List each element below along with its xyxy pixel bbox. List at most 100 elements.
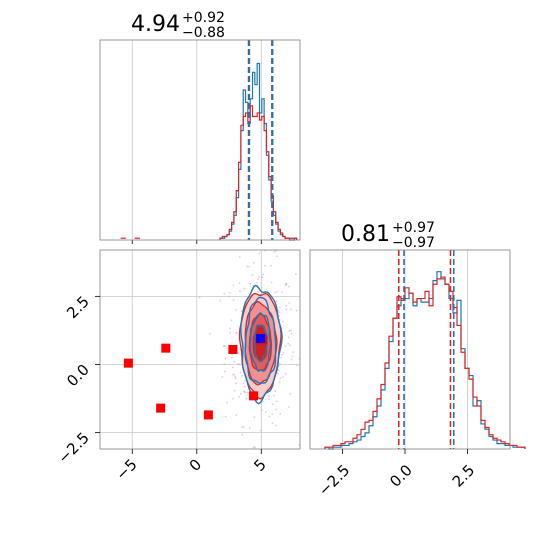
contour-ytick-label-2: 2.5 <box>63 292 93 322</box>
red-marker-4 <box>228 345 238 354</box>
sample-dot <box>270 264 272 267</box>
sample-dot <box>275 408 278 411</box>
hist2-frame <box>309 249 511 450</box>
contour-frame <box>99 249 301 450</box>
sample-dot <box>271 403 274 406</box>
sample-dot <box>257 278 259 281</box>
sample-dot <box>238 256 241 258</box>
sample-dot <box>219 299 222 302</box>
sample-dot <box>262 273 265 276</box>
sample-dot <box>241 374 244 377</box>
sample-dot <box>290 308 292 311</box>
sample-dot <box>290 332 293 335</box>
sample-dot <box>287 336 290 339</box>
hist1-red-step <box>219 105 298 240</box>
hist2-title-plus: +0.97 <box>392 220 435 236</box>
sample-dot <box>246 391 249 394</box>
blue-contour-line-1 <box>244 296 277 384</box>
sample-dot <box>234 375 237 378</box>
red-marker-3 <box>203 410 213 420</box>
sample-dot <box>284 345 287 348</box>
red-marker-5 <box>249 391 259 401</box>
sample-dot <box>288 302 291 304</box>
sample-dot <box>258 276 260 278</box>
sample-dot <box>279 377 282 380</box>
hist2-xtick-label-0: −2.5 <box>315 461 353 499</box>
sample-dot <box>273 394 276 397</box>
sample-dot <box>287 406 290 408</box>
sample-dot <box>230 319 233 322</box>
sample-dot <box>258 252 261 255</box>
sample-dot <box>276 290 279 293</box>
sample-dot <box>296 364 299 367</box>
red-contour-line-2 <box>248 313 272 371</box>
hist1-title-minus: −0.88 <box>182 25 225 41</box>
sample-dot <box>239 371 242 374</box>
blue-contour-line-2 <box>249 312 272 372</box>
sample-dot <box>241 477 243 479</box>
sample-dot <box>284 304 287 307</box>
contour-xtick-label-1: 0 <box>186 455 205 474</box>
sample-dot <box>229 327 231 330</box>
sample-dot <box>259 429 262 432</box>
sample-dot <box>264 411 267 413</box>
hist2-xtick-label-2: 2.5 <box>449 461 479 491</box>
sample-dot <box>231 366 234 369</box>
sample-dot <box>273 250 276 253</box>
sample-dot <box>278 306 281 309</box>
hist1-title-value: 4.94 <box>131 12 180 37</box>
sample-dot <box>288 330 291 332</box>
sample-dot <box>278 362 281 365</box>
sample-dot <box>281 353 283 356</box>
blue-contour-line-3 <box>253 324 268 363</box>
sample-dot <box>235 332 238 335</box>
sample-dot <box>264 264 266 267</box>
sample-dot <box>208 332 211 335</box>
sample-dot <box>226 401 229 404</box>
sample-dot <box>270 281 273 284</box>
contour-xtick-label-0: −5 <box>112 455 140 483</box>
hist2-title-value: 0.81 <box>341 222 390 247</box>
hist1-blue-step <box>219 62 298 241</box>
sample-dot <box>235 414 238 417</box>
hist1-frame <box>99 39 301 241</box>
sample-dot <box>253 446 256 449</box>
sample-dot <box>237 351 240 354</box>
sample-dot <box>268 395 270 398</box>
sample-dot <box>244 391 247 394</box>
sample-dot <box>274 390 277 393</box>
sample-dot <box>279 412 282 415</box>
sample-dot <box>242 382 245 385</box>
hist2-title-minus: −0.97 <box>392 235 435 251</box>
contour-area <box>123 212 310 479</box>
blue-marker <box>256 334 266 344</box>
sample-dot <box>277 309 280 312</box>
sample-dot <box>229 332 231 334</box>
sample-dot <box>245 397 248 400</box>
hist2-red-step <box>324 276 526 449</box>
red-marker-2 <box>156 403 166 413</box>
sample-dot <box>277 369 280 372</box>
sample-dot <box>262 400 264 403</box>
sample-dot <box>271 422 274 425</box>
sample-dot <box>278 381 281 383</box>
sample-dot <box>228 295 230 298</box>
sample-dot <box>238 290 241 293</box>
sample-dot <box>252 261 255 264</box>
sample-dot <box>198 296 201 299</box>
sample-dot <box>232 397 234 400</box>
sample-dot <box>244 379 246 382</box>
red-contour-line-0 <box>238 292 282 400</box>
sample-dot <box>252 446 255 449</box>
hist2-xtick-label-1: 0.0 <box>386 461 416 491</box>
sample-dot <box>308 353 310 355</box>
sample-dot <box>243 287 246 290</box>
sample-dot <box>307 421 309 423</box>
sample-dot <box>223 370 226 373</box>
sample-dot <box>252 212 254 214</box>
sample-dot <box>241 433 244 436</box>
sample-dot <box>249 282 252 285</box>
sample-dot <box>278 311 281 314</box>
